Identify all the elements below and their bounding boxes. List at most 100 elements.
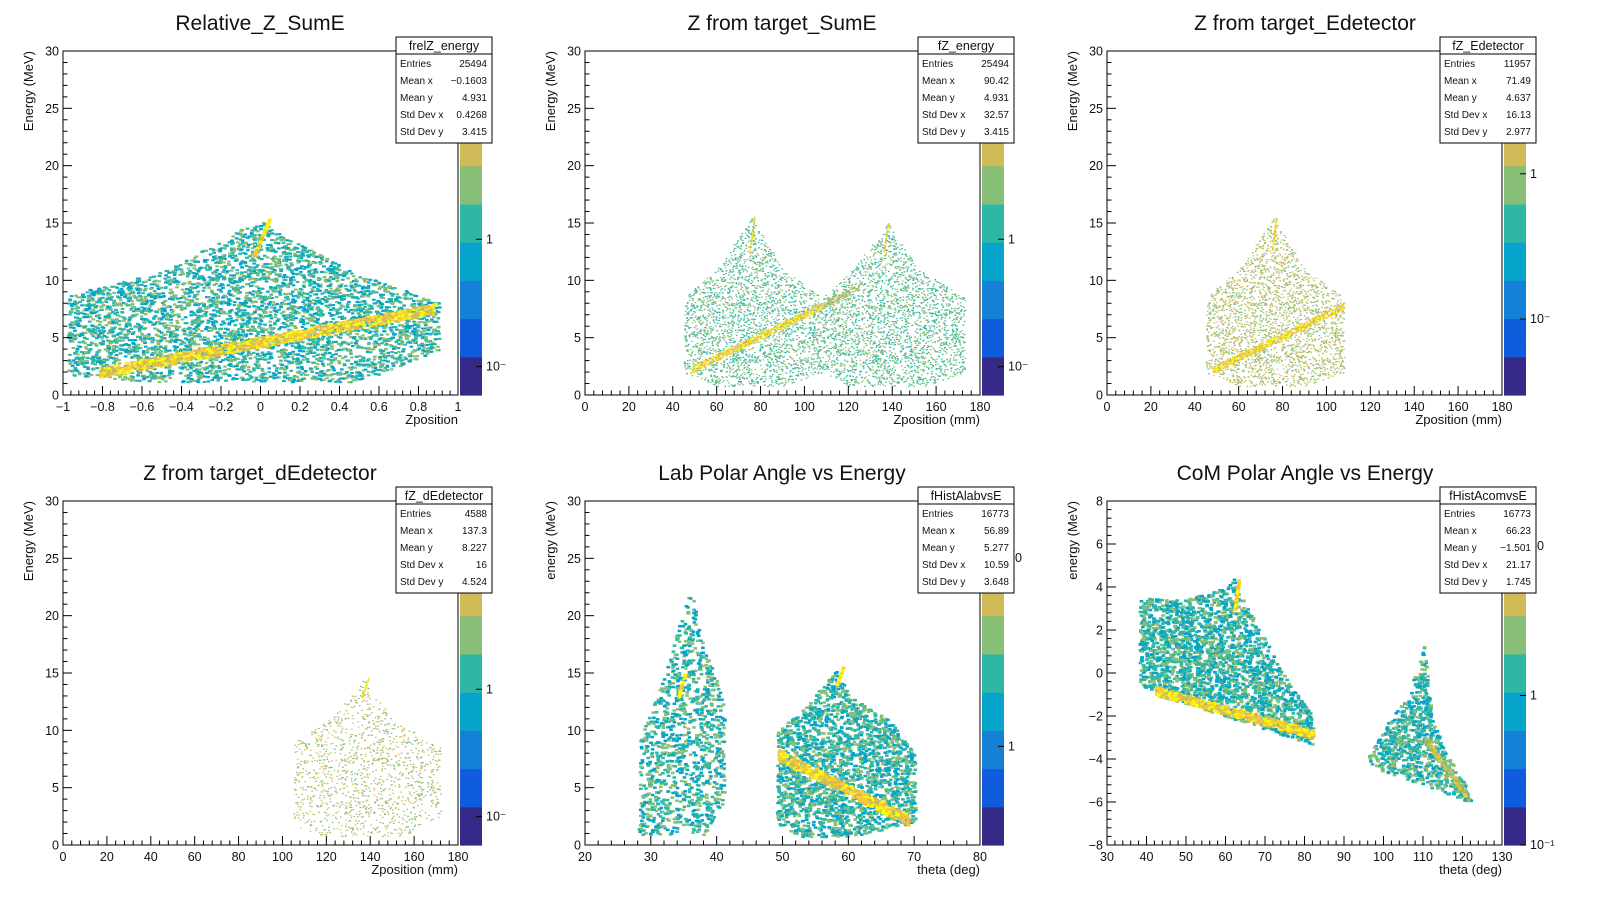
data-bin: [315, 367, 320, 370]
data-bin: [349, 284, 353, 287]
data-bin: [263, 299, 267, 302]
data-bin: [370, 371, 375, 374]
data-bin: [193, 313, 197, 316]
data-bin: [204, 282, 209, 285]
data-bin: [260, 300, 265, 303]
data-bin: [357, 315, 362, 318]
data-bin: [332, 266, 337, 269]
data-bin: [242, 366, 246, 369]
data-bin: [120, 289, 124, 292]
data-bin: [207, 276, 212, 279]
data-bin: [241, 245, 246, 248]
data-bin: [158, 292, 163, 295]
data-bin: [207, 329, 211, 332]
data-bin: [399, 359, 403, 362]
data-bin: [352, 309, 357, 312]
data-bin: [356, 346, 361, 349]
data-bin: [111, 335, 116, 338]
data-bin: [276, 344, 281, 347]
data-bin: [393, 345, 398, 348]
data-bin: [279, 359, 283, 362]
data-bin: [315, 290, 319, 293]
data-bin: [313, 268, 318, 271]
data-bin: [308, 253, 312, 256]
data-bin: [138, 370, 143, 373]
data-bin: [223, 244, 227, 247]
data-bin: [358, 313, 362, 316]
data-bin: [107, 315, 112, 318]
data-bin: [293, 299, 297, 302]
data-bin: [81, 340, 86, 343]
data-bin: [173, 325, 178, 328]
data-bin: [127, 331, 131, 334]
data-bin: [107, 347, 111, 350]
data-bin: [99, 308, 103, 311]
data-bin: [302, 355, 306, 358]
data-bin: [268, 273, 272, 276]
data-bin: [283, 315, 288, 318]
data-bin: [261, 327, 265, 330]
data-bin: [241, 329, 245, 332]
data-bin: [155, 372, 159, 375]
data-bin: [223, 372, 228, 375]
data-bin: [367, 331, 372, 334]
data-bin: [339, 333, 343, 336]
data-bin: [326, 358, 330, 361]
data-bin: [229, 359, 233, 362]
data-bin: [378, 368, 383, 371]
data-bin: [307, 304, 312, 307]
data-bin: [291, 311, 296, 314]
data-bin: [422, 350, 427, 353]
data-bin: [334, 340, 338, 343]
data-bin: [283, 326, 287, 329]
data-bin: [192, 277, 196, 280]
data-bin: [331, 277, 336, 280]
data-bin: [290, 281, 294, 284]
data-bin: [377, 344, 381, 347]
data-bin: [330, 347, 334, 350]
data-bin: [291, 315, 296, 318]
data-bin: [236, 297, 241, 300]
data-bin: [371, 366, 375, 369]
data-bin: [196, 314, 201, 317]
data-bin: [227, 241, 232, 244]
data-bin: [292, 279, 296, 282]
data-bin: [154, 345, 158, 348]
data-bin: [158, 272, 163, 275]
data-bin: [184, 374, 188, 377]
data-bin: [161, 316, 165, 319]
data-bin: [254, 268, 258, 271]
data-bin: [408, 293, 413, 296]
data-bin: [108, 293, 113, 296]
data-bin: [133, 350, 138, 353]
data-bin: [381, 349, 386, 352]
data-bin: [332, 369, 336, 372]
data-bin: [150, 293, 154, 296]
data-bin: [118, 327, 122, 330]
colorbar-segment: [460, 261, 482, 281]
data-bin: [90, 312, 94, 315]
data-bin: [263, 278, 267, 281]
colorbar-segment: [460, 223, 482, 243]
data-bin: [74, 361, 78, 364]
data-bin: [315, 363, 320, 366]
data-bin: [340, 315, 344, 318]
data-bin: [162, 347, 166, 350]
data-bin: [197, 364, 202, 367]
data-bin: [322, 357, 326, 360]
data-bin: [185, 349, 189, 352]
data-bin: [139, 356, 143, 359]
data-bin: [153, 295, 158, 298]
data-bin: [316, 284, 321, 287]
data-bin: [424, 324, 428, 327]
data-bin: [413, 327, 417, 330]
data-bin: [111, 330, 115, 333]
data-bin: [361, 285, 365, 288]
data-bin: [124, 302, 128, 305]
data-bin: [242, 312, 247, 315]
data-bin: [217, 341, 222, 344]
data-bin: [274, 273, 279, 276]
data-bin: [121, 316, 126, 319]
data-bin: [269, 250, 274, 253]
data-bin: [93, 306, 98, 309]
